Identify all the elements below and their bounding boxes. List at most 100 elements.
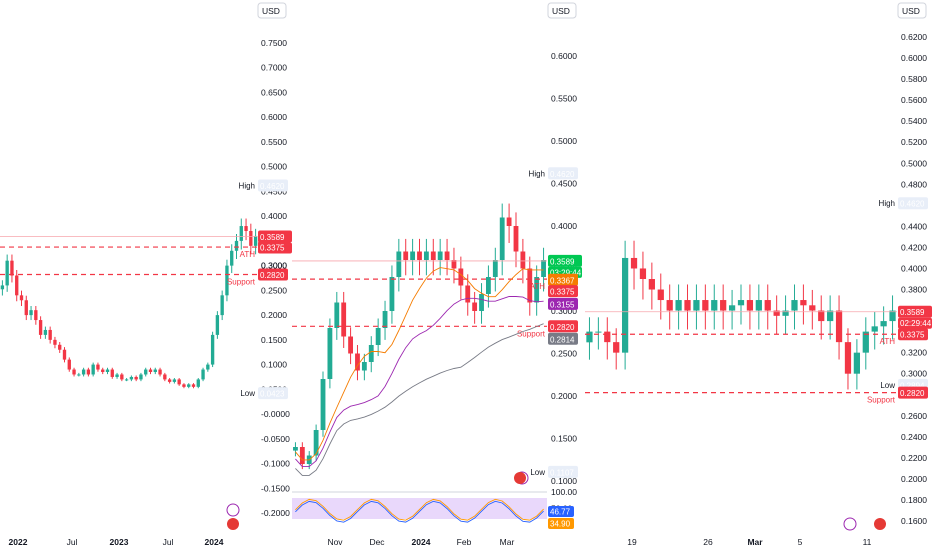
indicator-value-badge: 0.3367 [550,276,575,285]
candle-body [230,250,234,266]
y-tick-label: 0.4000 [551,221,577,231]
candle-body [791,300,798,311]
level-value-badge: 0.2820 [260,271,285,280]
rsi-value-badge: 46.77 [550,508,571,517]
level-value-badge-bg [898,386,928,399]
y-tick-label: 0.4200 [901,242,927,252]
x-tick-label: 11 [863,537,872,547]
indicator-value-badge-bg [548,285,578,298]
y-tick-label: 0.5600 [901,95,927,105]
candle-body [334,302,340,328]
y-tick-label: 0.1800 [901,495,927,505]
x-tick-label: 19 [627,537,637,547]
low-value-badge: 0.1107 [550,468,574,477]
candle-body [534,277,540,303]
candle-body [764,300,771,311]
rsi-line [295,500,544,523]
y-tick-label: 0.1600 [901,516,927,526]
y-tick-label: 0.2600 [901,411,927,421]
x-tick-label: Mar [747,537,763,547]
y-tick-label: 0.6200 [901,32,927,42]
last-price-badge-bg [548,254,582,267]
y-tick-label: -0.1000 [261,459,290,469]
high-value-badge: 0.4620 [260,182,285,191]
y-tick-label: 0.6000 [901,53,927,63]
candle-body [62,349,67,360]
candle-body [191,384,196,387]
candle-body [844,342,852,374]
x-tick-label: Dec [369,537,385,547]
candle-body [110,369,114,377]
rsi-value-badge: 34.90 [550,520,571,529]
y-tick-label: -0.0500 [261,434,290,444]
candle-body [693,300,700,311]
candle-body [666,300,673,311]
level-name-label: ATH [240,250,256,259]
low-value-badge: 0.2894 [900,381,925,390]
y-tick-label: 0.2500 [551,349,577,359]
candle-body [728,305,736,311]
candle-body [201,369,205,380]
y-tick-label: -0.0000 [261,409,290,419]
flag-icon [874,518,886,530]
level-value-badge-bg [258,268,288,281]
level-name-label: Support [517,329,546,338]
candle-body [124,379,129,381]
candle-body [720,300,727,311]
y-tick-label: 0.5800 [901,74,927,84]
candle-body [355,353,360,371]
candle-body [120,374,124,380]
y-tick-label: -0.1500 [261,483,290,493]
indicator-value-badge: 0.2820 [550,323,575,332]
y-tick-label: 0.3000 [901,369,927,379]
candle-body [773,310,780,316]
currency-box [897,2,927,19]
low-label: Low [240,389,255,398]
currency-label: USD [262,6,280,16]
level-value-badge: 0.3375 [900,331,925,340]
candle-body [586,331,593,343]
candle-body [889,310,896,322]
indicator-value-badge-bg [548,332,578,345]
candle-body [299,447,305,464]
y-tick-label: 0.5000 [551,136,577,146]
candle-body [737,300,745,306]
candle-body [96,364,100,370]
y-tick-label: 0.6000 [261,112,287,122]
x-tick-label: 26 [703,537,713,547]
candle-body [375,328,381,345]
candle-body [513,226,519,252]
candle-body [148,369,153,372]
y-tick-label: 0.1000 [551,476,577,486]
candle-body [163,374,167,380]
candle-body [172,379,177,382]
high-value-badge-bg [258,179,288,192]
candle-body [621,257,629,353]
rsi-tick-label: 100.00 [551,487,577,497]
y-tick-label: 0.2000 [901,474,927,484]
level-value-badge-bg [258,241,288,254]
candle-body [862,331,869,353]
y-tick-label: 0.7500 [261,38,287,48]
candle-body [105,369,110,372]
candle-body [657,289,664,301]
x-tick-label: Mar [500,537,515,547]
last-price-badge: 0.3589 [260,233,285,242]
candle-body [479,294,484,311]
candle-body [129,376,134,380]
candle-body [520,251,526,269]
countdown-badge-bg [898,317,932,329]
last-price-badge: 0.3589 [900,308,925,317]
candle-body [853,352,861,374]
candle-body [437,251,443,260]
candle-body [368,345,374,362]
candle-body [320,379,326,430]
y-tick-label: 0.4800 [901,179,927,189]
x-tick-label: 2024 [412,537,431,547]
candle-body [153,369,157,372]
candle-body [613,342,620,353]
candle-body [239,226,243,241]
candle-body [72,369,76,375]
flag-icon [227,518,239,530]
